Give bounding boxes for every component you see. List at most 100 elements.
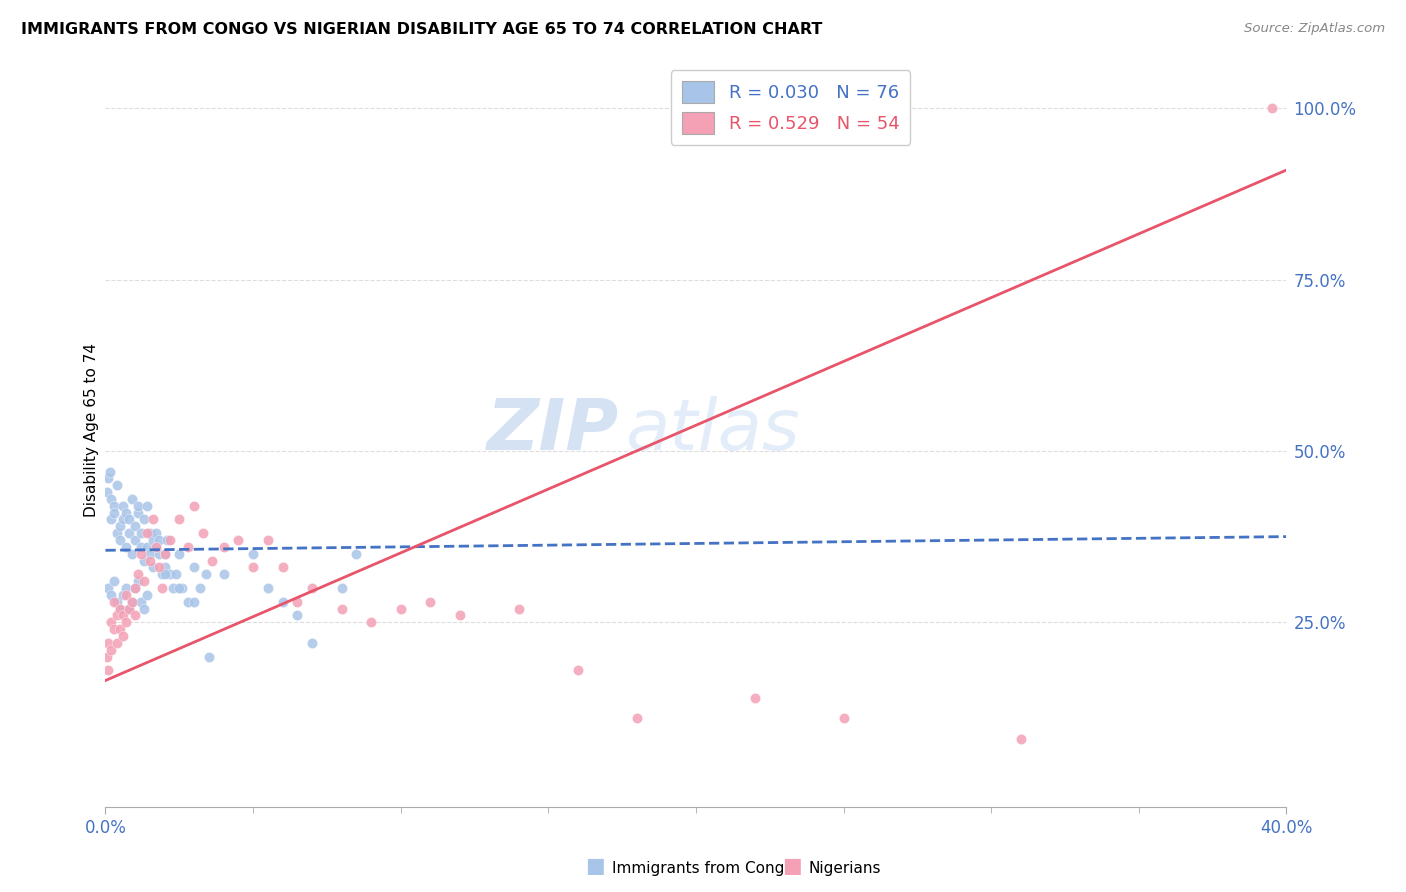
Point [96,485,118,500]
Point [159,533,181,547]
Point [212,567,235,582]
Point [112,629,135,643]
Point [112,608,135,623]
Point [115,615,138,630]
Point [145,540,167,554]
Point [100,615,122,630]
Point [301,581,323,595]
Point [183,499,205,513]
Point [110,601,132,615]
Point [183,595,205,609]
Point [100,642,122,657]
Point [124,608,146,623]
Point [97,471,120,485]
Point [242,547,264,561]
Point [145,540,167,554]
Point [100,512,122,526]
Point [138,553,162,567]
Point [1010,731,1032,746]
Text: ■: ■ [585,856,605,876]
Point [127,506,149,520]
Point [287,595,309,609]
Point [115,540,138,554]
Point [832,711,855,725]
Point [138,526,162,541]
Point [169,512,191,526]
Point [100,491,122,506]
Point [169,547,191,561]
Point [118,601,141,615]
Point [129,540,152,554]
Point [112,499,135,513]
Point [194,567,217,582]
Text: IMMIGRANTS FROM CONGO VS NIGERIAN DISABILITY AGE 65 TO 74 CORRELATION CHART: IMMIGRANTS FROM CONGO VS NIGERIAN DISABI… [21,22,823,37]
Point [188,581,211,595]
Point [330,581,353,595]
Point [105,608,128,623]
Point [118,601,141,615]
Point [156,533,179,547]
Point [183,560,205,574]
Point [105,478,128,492]
Point [135,588,157,602]
Legend: R = 0.030   N = 76, R = 0.529   N = 54: R = 0.030 N = 76, R = 0.529 N = 54 [671,70,910,145]
Point [201,553,224,567]
Text: atlas: atlas [626,396,800,465]
Point [142,533,165,547]
Point [360,615,382,630]
Point [110,519,132,533]
Point [124,581,146,595]
Point [191,526,214,541]
Point [150,567,173,582]
Point [129,526,152,541]
Point [112,512,135,526]
Text: ZIP: ZIP [486,396,619,465]
Point [172,581,194,595]
Point [449,608,471,623]
Point [132,512,155,526]
Point [127,574,149,589]
Point [419,595,441,609]
Point [96,649,118,664]
Point [256,581,278,595]
Point [153,560,176,574]
Point [103,622,125,636]
Point [121,491,143,506]
Point [212,540,235,554]
Point [115,588,138,602]
Point [153,547,176,561]
Point [118,526,141,541]
Point [98,465,121,479]
Point [165,567,187,582]
Point [121,547,143,561]
Point [132,601,155,615]
Point [124,533,146,547]
Point [110,533,132,547]
Point [132,574,155,589]
Point [127,567,149,582]
Point [153,567,176,582]
Point [159,567,181,582]
Point [121,595,143,609]
Point [135,499,157,513]
Point [105,526,128,541]
Point [129,547,152,561]
Point [197,649,219,664]
Point [389,601,412,615]
Point [115,506,138,520]
Point [103,595,125,609]
Text: ■: ■ [782,856,801,876]
Text: Immigrants from Congo: Immigrants from Congo [612,861,793,876]
Point [135,540,157,554]
Text: Nigerians: Nigerians [808,861,882,876]
Point [142,512,165,526]
Point [138,547,162,561]
Point [124,519,146,533]
Point [103,506,125,520]
Y-axis label: Disability Age 65 to 74: Disability Age 65 to 74 [83,343,98,517]
Point [242,560,264,574]
Point [100,588,122,602]
Point [115,581,138,595]
Point [124,581,146,595]
Point [132,553,155,567]
